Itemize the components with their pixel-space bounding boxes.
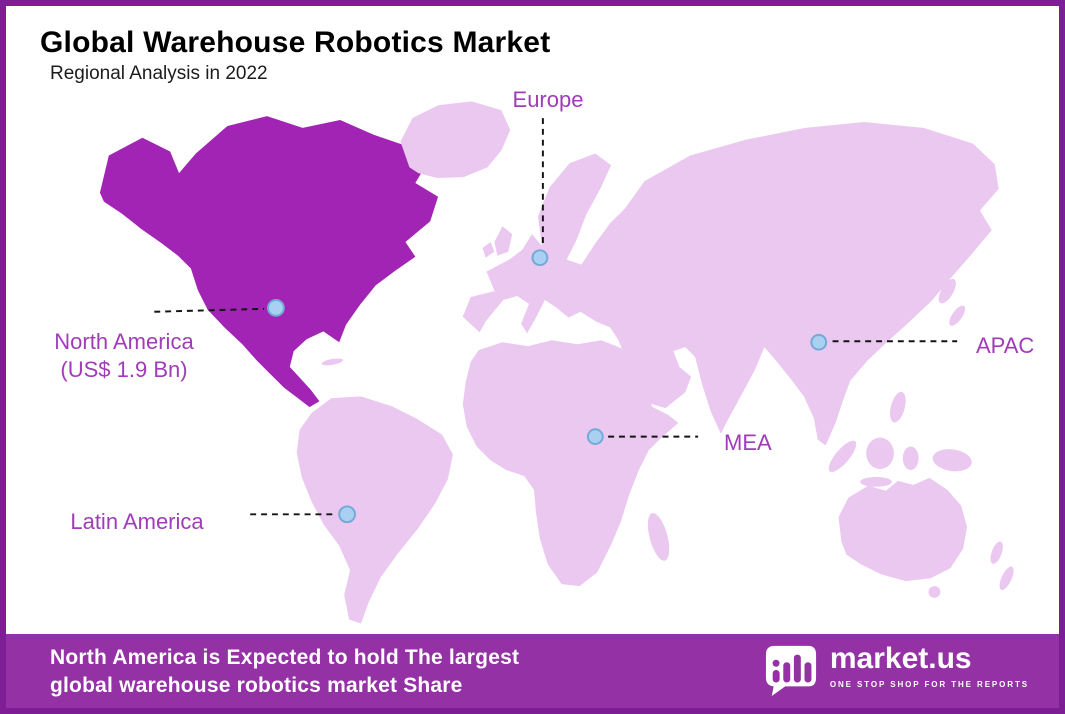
island-new-zealand-south: [999, 566, 1014, 590]
continent-south-america: [296, 396, 453, 624]
island-new-zealand-north: [990, 541, 1003, 564]
logo-name: market.us: [829, 642, 972, 675]
island-uk: [494, 226, 513, 256]
island-java: [860, 476, 892, 487]
region-value-north-america: (US$ 1.9 Bn): [60, 357, 188, 382]
logo-tagline: ONE STOP SHOP FOR THE REPORTS: [829, 680, 1029, 689]
island-greenland: [400, 101, 511, 179]
island-philippines: [889, 391, 906, 423]
header: Global Warehouse Robotics Market Regiona…: [40, 26, 550, 85]
island-caribbean: [321, 358, 344, 366]
region-label-europe: Europe: [512, 87, 584, 112]
island-tasmania: [928, 586, 941, 598]
island-new-guinea: [932, 449, 972, 472]
region-label-apac: APAC: [976, 333, 1035, 358]
logo: market.us ONE STOP SHOP FOR THE REPORTS: [762, 643, 1029, 697]
marker-mea: [586, 428, 604, 445]
footer-headline-line2: global warehouse robotics market Share: [50, 674, 463, 697]
island-ireland: [482, 241, 495, 258]
footer-bar: North America is Expected to hold The la…: [6, 634, 1059, 708]
marker-latin-america: [338, 505, 357, 524]
island-madagascar: [647, 513, 670, 561]
market-us-logo-icon: [765, 645, 816, 697]
island-sulawesi: [902, 446, 919, 471]
leader-line-north-america: [154, 307, 265, 313]
region-label-latin-america: Latin America: [70, 509, 204, 534]
footer-headline: North America is Expected to hold The la…: [50, 644, 519, 700]
continent-north-america: [99, 116, 439, 408]
marker-apac: [810, 333, 828, 351]
marker-north-america: [267, 298, 285, 317]
continent-africa: [462, 340, 679, 587]
marker-europe: [531, 249, 549, 267]
region-label-north-america-name: North America: [54, 329, 194, 354]
island-japan-north: [938, 278, 956, 304]
continent-australia: [838, 477, 968, 582]
island-borneo: [866, 437, 894, 470]
region-label-north-america: North America (US$ 1.9 Bn): [22, 328, 226, 384]
logo-text: market.us ONE STOP SHOP FOR THE REPORTS: [829, 642, 1029, 690]
world-map: [99, 101, 1014, 624]
page-title: Global Warehouse Robotics Market: [40, 26, 551, 59]
continent-eurasia: [462, 122, 999, 446]
island-sumatra: [828, 440, 857, 473]
island-japan-south: [949, 305, 966, 326]
footer-headline-line1: North America is Expected to hold The la…: [50, 646, 520, 669]
page-subtitle: Regional Analysis in 2022: [50, 63, 268, 84]
region-label-mea: MEA: [724, 430, 772, 455]
